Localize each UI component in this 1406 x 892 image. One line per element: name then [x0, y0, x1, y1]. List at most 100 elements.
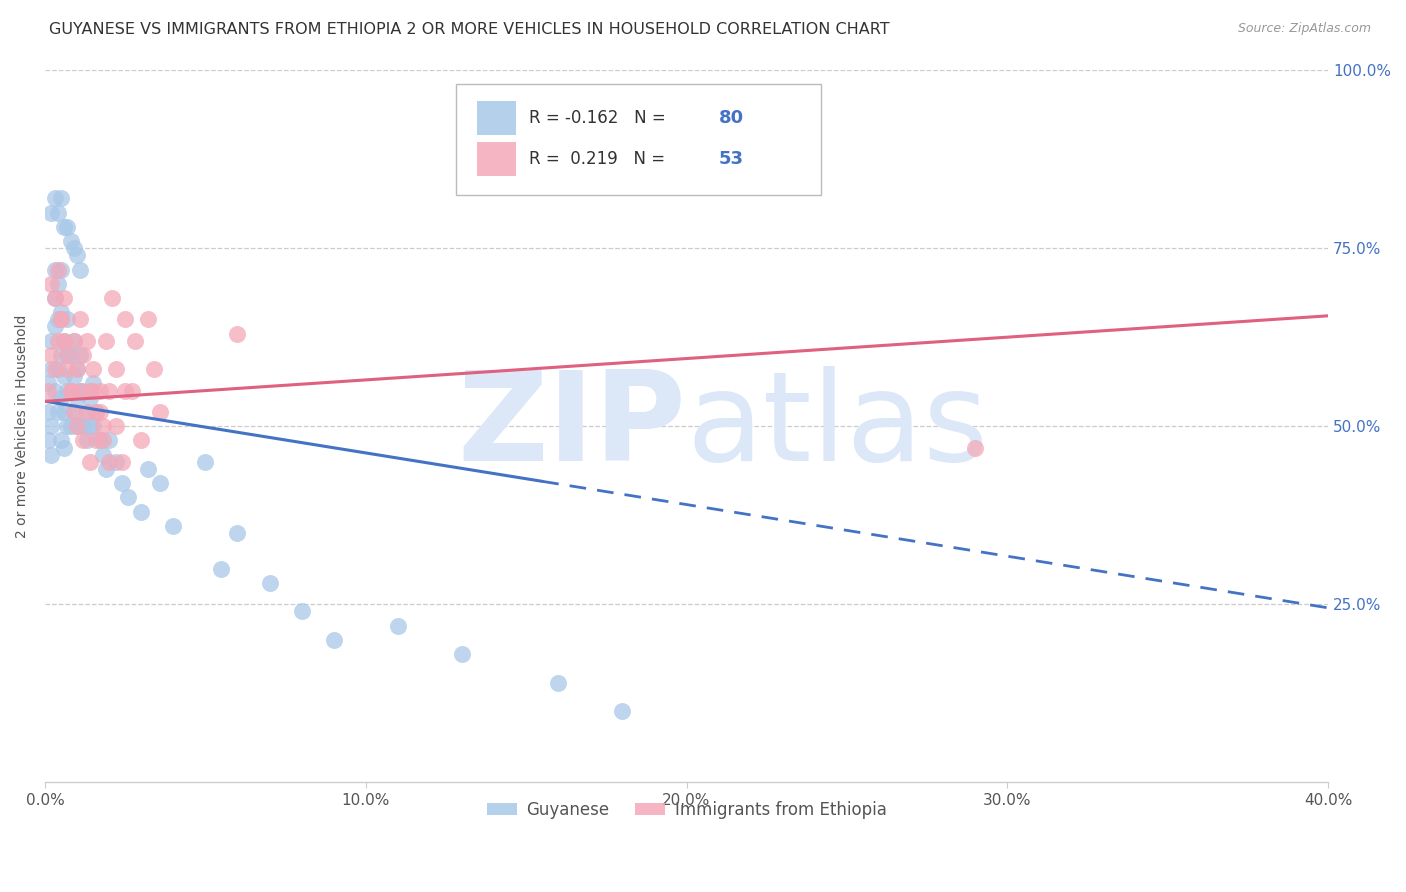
Point	[53, 405, 76, 419]
Point	[59, 234, 82, 248]
Point	[129, 505, 152, 519]
Point	[612, 704, 634, 718]
Point	[84, 405, 107, 419]
Point	[117, 491, 139, 505]
Point	[226, 326, 249, 341]
Point	[76, 334, 98, 348]
Point	[49, 305, 72, 319]
Point	[49, 262, 72, 277]
Point	[79, 391, 101, 405]
Point	[79, 384, 101, 398]
Point	[89, 405, 111, 419]
Point	[59, 419, 82, 434]
Text: atlas: atlas	[686, 366, 988, 487]
Point	[66, 362, 89, 376]
Point	[37, 434, 59, 448]
Point	[41, 362, 63, 376]
Point	[63, 241, 86, 255]
Point	[49, 312, 72, 326]
Point	[56, 312, 79, 326]
Point	[76, 405, 98, 419]
Point	[59, 384, 82, 398]
Point	[37, 376, 59, 391]
Point	[63, 405, 86, 419]
Point	[44, 362, 66, 376]
Point	[44, 291, 66, 305]
Point	[53, 334, 76, 348]
Point	[114, 312, 136, 326]
Point	[46, 205, 69, 219]
Text: ZIP: ZIP	[458, 366, 686, 487]
Point	[547, 675, 569, 690]
Point	[136, 462, 159, 476]
Point	[49, 391, 72, 405]
Point	[69, 384, 91, 398]
Point	[72, 384, 94, 398]
Point	[49, 348, 72, 362]
Point	[124, 334, 146, 348]
Point	[98, 455, 121, 469]
Point	[46, 312, 69, 326]
Point	[89, 384, 111, 398]
Point	[91, 448, 114, 462]
Point	[69, 384, 91, 398]
Point	[965, 441, 987, 455]
Point	[44, 191, 66, 205]
Point	[72, 348, 94, 362]
Point	[91, 419, 114, 434]
Point	[63, 334, 86, 348]
Text: 80: 80	[718, 109, 744, 127]
Point	[72, 434, 94, 448]
Point	[56, 384, 79, 398]
Point	[66, 419, 89, 434]
Point	[451, 647, 474, 661]
Point	[63, 405, 86, 419]
Point	[49, 312, 72, 326]
Point	[37, 405, 59, 419]
Point	[69, 262, 91, 277]
Point	[104, 419, 127, 434]
Point	[76, 434, 98, 448]
Point	[46, 362, 69, 376]
Point	[69, 419, 91, 434]
Point	[56, 362, 79, 376]
Point	[94, 334, 117, 348]
Point	[82, 384, 104, 398]
Point	[143, 362, 166, 376]
Point	[41, 205, 63, 219]
Point	[41, 448, 63, 462]
Point	[59, 384, 82, 398]
Point	[259, 575, 281, 590]
Point	[41, 348, 63, 362]
FancyBboxPatch shape	[456, 85, 821, 194]
Point	[129, 434, 152, 448]
Point	[104, 362, 127, 376]
Point	[53, 334, 76, 348]
Point	[515, 155, 537, 169]
Point	[46, 262, 69, 277]
Point	[66, 391, 89, 405]
Point	[56, 348, 79, 362]
Point	[66, 419, 89, 434]
Point	[53, 369, 76, 384]
Point	[66, 362, 89, 376]
Point	[53, 219, 76, 234]
Point	[63, 334, 86, 348]
Point	[59, 348, 82, 362]
Point	[49, 434, 72, 448]
Point	[114, 384, 136, 398]
Point	[322, 632, 344, 647]
Point	[84, 434, 107, 448]
Point	[49, 191, 72, 205]
Point	[46, 405, 69, 419]
Point	[82, 376, 104, 391]
Point	[111, 476, 134, 491]
Point	[56, 219, 79, 234]
Point	[136, 312, 159, 326]
Point	[226, 526, 249, 541]
Point	[44, 291, 66, 305]
Point	[46, 277, 69, 291]
Point	[37, 384, 59, 398]
Point	[59, 384, 82, 398]
Point	[53, 291, 76, 305]
